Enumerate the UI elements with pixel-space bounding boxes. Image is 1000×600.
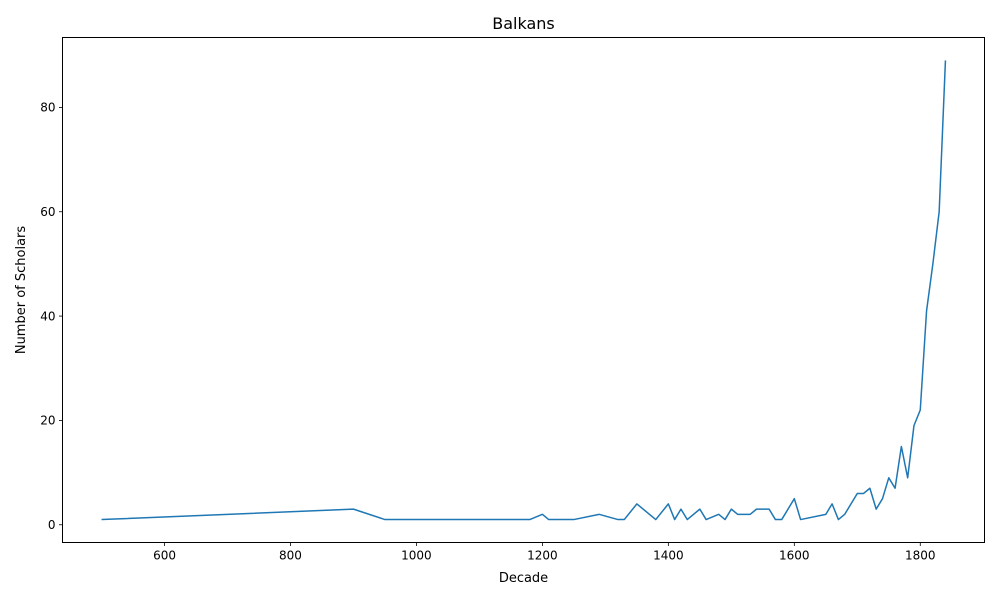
axes-frame [62,37,985,543]
x-tick-label: 1200 [527,549,558,563]
x-tick-label: 800 [279,549,302,563]
y-tick-label: 40 [40,309,55,323]
y-axis-label: Number of Scholars [14,226,29,355]
series-line [101,60,947,521]
y-tick-label: 60 [40,205,55,219]
x-tick-label: 1000 [401,549,432,563]
y-tick-label: 0 [48,518,56,532]
y-tick-label: 80 [40,101,55,115]
plot-area [101,60,947,521]
x-axis-label: Decade [499,571,548,586]
y-tick-label: 20 [40,414,55,428]
chart-title: Balkans [492,14,555,33]
x-tick-label: 1600 [779,549,810,563]
x-tick-label: 600 [153,549,176,563]
y-axis: 0 20 40 60 80 [40,101,63,532]
x-tick-label: 1800 [905,549,936,563]
x-tick-label: 1400 [653,549,684,563]
x-axis: 600 800 1000 1200 1400 1600 1800 [153,542,936,563]
